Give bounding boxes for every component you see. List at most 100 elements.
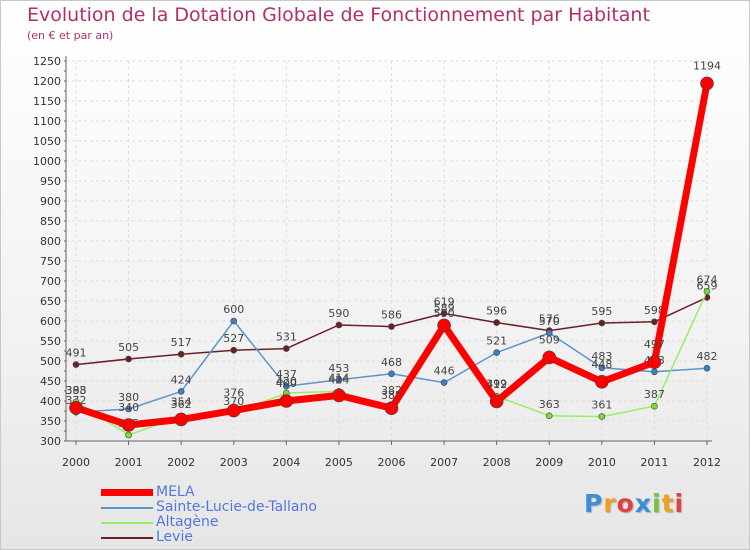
- data-label-sainte-lucie-de-tallano: 600: [223, 303, 244, 316]
- data-label-altag-ne: 424: [328, 373, 349, 386]
- data-label-altag-ne: 674: [697, 273, 718, 286]
- data-label-sainte-lucie-de-tallano: 570: [539, 315, 560, 328]
- data-label-levie: 586: [381, 309, 402, 322]
- x-tick-label: 2001: [115, 456, 143, 469]
- y-tick-label: 1100: [33, 115, 61, 128]
- data-point-sainte-lucie-de-tallano: [283, 382, 290, 390]
- data-label-sainte-lucie-de-tallano: 483: [591, 350, 612, 363]
- data-label-altag-ne: 370: [223, 395, 244, 408]
- x-tick-label: 2002: [167, 456, 195, 469]
- y-tick-label: 500: [40, 355, 61, 368]
- data-label-altag-ne: 363: [539, 398, 560, 411]
- y-tick-label: 300: [40, 435, 61, 448]
- data-label-sainte-lucie-de-tallano: 446: [434, 365, 455, 378]
- x-tick-label: 2010: [588, 456, 616, 469]
- data-point-sainte-lucie-de-tallano: [651, 368, 658, 376]
- x-tick-label: 2011: [640, 456, 668, 469]
- y-tick-label: 550: [40, 335, 61, 348]
- data-point-sainte-lucie-de-tallano: [440, 379, 448, 386]
- x-tick-label: 2006: [378, 456, 406, 469]
- data-label-levie: 590: [328, 307, 349, 320]
- data-point-sainte-lucie-de-tallano: [388, 370, 395, 378]
- data-point-sainte-lucie-de-tallano: [177, 388, 185, 395]
- x-tick-label: 2009: [535, 456, 563, 469]
- data-point-levie: [335, 321, 343, 329]
- data-point-levie: [230, 346, 238, 354]
- data-point-mela: [121, 418, 136, 432]
- data-point-levie: [283, 345, 290, 352]
- data-label-sainte-lucie-de-tallano: 482: [697, 350, 718, 363]
- data-point-levie: [440, 310, 448, 317]
- legend-label-levie: Levie: [156, 529, 193, 545]
- data-point-sainte-lucie-de-tallano: [335, 376, 343, 384]
- legend-label-mela: MELA: [156, 484, 195, 500]
- data-label-levie: 619: [434, 295, 455, 308]
- data-label-mela: 376: [223, 387, 244, 400]
- legend-swatch-altagene: [101, 522, 153, 524]
- data-label-altag-ne: 362: [171, 398, 192, 411]
- logo-letter: o: [616, 489, 635, 518]
- data-point-sainte-lucie-de-tallano: [493, 349, 500, 356]
- data-point-sainte-lucie-de-tallano: [125, 405, 132, 413]
- data-label-sainte-lucie-de-tallano: 437: [276, 368, 297, 381]
- proxiti-logo: Proxiti: [584, 489, 684, 518]
- data-point-mela: [69, 400, 83, 415]
- data-label-altag-ne: 387: [644, 388, 665, 401]
- data-label-mela: 509: [539, 333, 560, 346]
- chart-subtitle: (en € et par an): [27, 29, 114, 42]
- data-point-levie: [598, 319, 606, 327]
- data-label-levie: 659: [697, 279, 718, 292]
- data-label-mela: 383: [66, 384, 87, 397]
- x-tick-label: 2012: [693, 456, 721, 469]
- data-point-sainte-lucie-de-tallano: [598, 364, 606, 372]
- data-point-sainte-lucie-de-tallano: [545, 329, 553, 337]
- data-point-levie: [388, 323, 395, 330]
- y-tick-label: 950: [40, 175, 61, 188]
- x-tick-label: 2005: [325, 456, 353, 469]
- y-tick-label: 700: [40, 275, 61, 288]
- data-label-mela: 414: [328, 371, 349, 384]
- data-label-mela: 382: [381, 384, 402, 397]
- logo-letter: i: [674, 489, 685, 518]
- data-point-levie: [125, 355, 132, 363]
- data-label-levie: 595: [591, 305, 612, 318]
- data-point-mela: [595, 374, 609, 389]
- x-tick-label: 2008: [483, 456, 511, 469]
- data-label-mela: 589: [434, 301, 455, 314]
- data-point-altag-ne: [703, 288, 711, 295]
- data-label-mela: 1194: [693, 59, 721, 72]
- y-tick-label: 750: [40, 255, 61, 268]
- data-label-sainte-lucie-de-tallano: 380: [118, 391, 139, 404]
- y-tick-label: 1200: [33, 75, 61, 88]
- data-label-mela: 399: [486, 377, 507, 390]
- y-tick-label: 1250: [33, 55, 61, 68]
- x-tick-label: 2000: [62, 456, 90, 469]
- data-label-mela: 497: [644, 338, 665, 351]
- y-tick-label: 1000: [33, 155, 61, 168]
- data-point-levie: [651, 318, 658, 326]
- chart-title: Evolution de la Dotation Globale de Fonc…: [27, 4, 650, 26]
- y-tick-label: 1150: [33, 95, 61, 108]
- data-label-levie: 598: [644, 304, 665, 317]
- data-label-mela: 448: [591, 358, 612, 371]
- y-tick-label: 350: [40, 415, 61, 428]
- data-label-levie: 505: [118, 341, 139, 354]
- data-point-levie: [177, 350, 185, 358]
- data-label-levie: 531: [276, 331, 297, 344]
- data-label-levie: 576: [539, 313, 560, 326]
- data-point-mela: [174, 412, 188, 427]
- data-label-altag-ne: 361: [591, 399, 612, 412]
- data-label-mela: 354: [171, 395, 192, 408]
- data-label-levie: 491: [66, 347, 87, 360]
- logo-letter: P: [584, 489, 604, 518]
- data-label-altag-ne: 590: [434, 307, 455, 320]
- data-label-sainte-lucie-de-tallano: 521: [486, 335, 507, 348]
- data-label-mela: 400: [276, 377, 297, 390]
- logo-letter: r: [603, 489, 617, 518]
- data-label-levie: 527: [223, 332, 244, 345]
- y-tick-label: 600: [40, 315, 61, 328]
- legend-label-altagene: Altagène: [156, 514, 219, 530]
- data-point-altag-ne: [545, 412, 553, 420]
- x-tick-label: 2003: [220, 456, 248, 469]
